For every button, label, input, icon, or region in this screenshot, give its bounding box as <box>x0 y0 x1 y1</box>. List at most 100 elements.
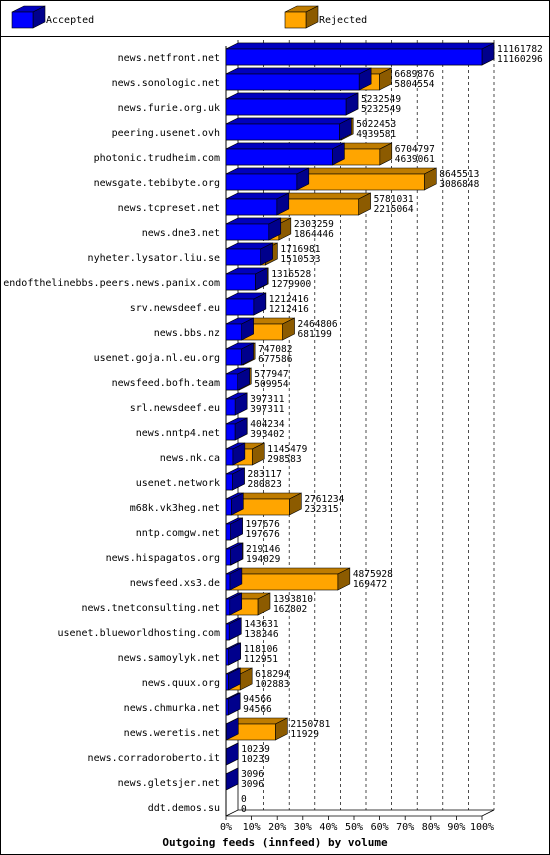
value-label-total: 2303259 <box>294 219 334 230</box>
value-label-accepted: 11160296 <box>497 54 543 65</box>
value-label-total: 0 <box>241 794 247 805</box>
plot-floor <box>225 809 495 817</box>
bar-usenet.blueworldhosting.com <box>225 617 242 641</box>
bar-accepted-front <box>225 348 242 366</box>
x-tick-label: 0% <box>220 822 232 833</box>
category-label: endofthelinebbs.peers.news.panix.com <box>3 278 220 289</box>
value-label-accepted: 1212416 <box>269 304 309 315</box>
bar-accepted-front <box>225 298 255 316</box>
category-label: news.furie.org.uk <box>118 103 220 114</box>
bar-accepted-front <box>225 623 230 641</box>
category-label: usenet.blueworldhosting.com <box>57 628 220 639</box>
value-label-total: 5232549 <box>361 94 401 105</box>
category-label: news.weretis.net <box>124 728 220 739</box>
x-tick-label: 30% <box>294 822 312 833</box>
value-label-accepted: 677586 <box>258 354 293 365</box>
bar-accepted <box>225 492 244 516</box>
value-label-accepted: 4639061 <box>395 154 435 165</box>
category-label: news.tcpreset.net <box>118 203 220 214</box>
bar-accepted <box>225 142 345 166</box>
x-tick-label: 50% <box>345 822 363 833</box>
bar-accepted <box>225 517 243 541</box>
bar-srl.newsdeef.eu <box>225 392 248 416</box>
value-label-total: 219146 <box>246 544 281 555</box>
bar-accepted <box>225 317 254 341</box>
bar-accepted-front <box>225 148 333 166</box>
category-label: usenet.network <box>136 478 220 489</box>
value-label-total: 2150781 <box>290 719 330 730</box>
bar-peering.usenet.ovh <box>225 117 354 141</box>
value-label-total: 1212416 <box>269 294 309 305</box>
value-label-total: 5022453 <box>356 119 396 130</box>
bar-accepted-top <box>225 67 372 75</box>
value-label-accepted: 298583 <box>267 454 301 465</box>
category-label: news.bbs.nz <box>154 328 220 339</box>
bar-accepted-front <box>225 223 270 241</box>
bar-accepted-top <box>225 117 352 125</box>
chart-title: Outgoing feeds (innfeed) by volume <box>162 836 388 849</box>
value-label-accepted: 2215064 <box>374 204 414 215</box>
x-tick-label: 80% <box>422 822 440 833</box>
bar-news.weretis.net <box>225 717 288 741</box>
value-label-accepted: 232315 <box>304 504 338 515</box>
category-label: news.netfront.net <box>118 53 220 64</box>
bar-endofthelinebbs.peers.news.panix.com <box>225 267 269 291</box>
category-label: news.chmurka.net <box>124 703 220 714</box>
bar-news.dne3.net <box>225 217 292 241</box>
value-label-total: 2464806 <box>298 319 338 330</box>
category-label: srv.newsdeef.eu <box>130 303 220 314</box>
value-label-accepted: 4939581 <box>356 129 396 140</box>
bar-news.furie.org.uk <box>225 92 359 116</box>
bar-accepted-front <box>225 48 483 66</box>
value-label-total: 8645513 <box>439 169 479 180</box>
bar-total-front <box>225 573 339 591</box>
bar-accepted <box>225 717 239 741</box>
bar-accepted-front <box>225 673 229 691</box>
bar-accepted <box>225 367 250 391</box>
bar-accepted <box>225 242 273 266</box>
value-label-accepted: 280823 <box>247 479 281 490</box>
bar-newsgate.tebibyte.org <box>225 167 437 191</box>
legend: Accepted Rejected <box>11 5 367 29</box>
value-label-total: 1145479 <box>267 444 307 455</box>
bar-news.corradoroberto.it <box>225 742 239 766</box>
bar-accepted-front <box>225 523 231 541</box>
bar-accepted <box>225 67 372 91</box>
bar-news.hispagatos.org <box>225 542 244 566</box>
bar-news.tcpreset.net <box>225 192 371 216</box>
x-tick-label: 20% <box>268 822 286 833</box>
value-label-total: 4875928 <box>353 569 393 580</box>
plot-area: 0% 10% 20% 30% 40% 50% 60% 70% 80% 90% 100% news.ne… <box>3 40 543 833</box>
value-label-total: 94566 <box>243 694 272 705</box>
bar-news.tnetconsulting.net <box>225 592 271 616</box>
x-tick-label: 70% <box>396 822 414 833</box>
value-label-accepted: 3086848 <box>439 179 479 190</box>
bar-m68k.vk3heg.net <box>225 492 302 516</box>
value-label-accepted: 112951 <box>244 654 279 665</box>
x-tick-label: 90% <box>447 822 465 833</box>
value-label-total: 2761234 <box>304 494 344 505</box>
bar-accepted <box>225 117 352 141</box>
bar-accepted <box>225 742 239 766</box>
bar-news.nk.ca <box>225 442 265 466</box>
value-label-total: 10239 <box>241 744 270 755</box>
category-label: news.corradoroberto.it <box>88 753 220 764</box>
bar-accepted <box>225 467 245 491</box>
value-label-accepted: 0 <box>241 804 247 815</box>
value-label-accepted: 10239 <box>241 754 270 765</box>
bar-photonic.trudheim.com <box>225 142 393 166</box>
value-label-accepted: 94566 <box>243 704 272 715</box>
value-label-total: 3096 <box>241 769 264 780</box>
value-label-total: 143631 <box>244 619 279 630</box>
value-label-accepted: 397311 <box>250 404 285 415</box>
value-label-accepted: 393402 <box>250 429 284 440</box>
bar-news.gletsjer.net <box>225 767 239 791</box>
value-label-total: 1393810 <box>273 594 313 605</box>
bar-accepted-front <box>225 198 278 216</box>
bar-nyheter.lysator.liu.se <box>225 242 278 266</box>
bar-accepted-front <box>225 698 229 716</box>
value-label-total: 6704797 <box>395 144 435 155</box>
bar-usenet.goja.nl.eu.org <box>225 342 256 366</box>
category-label: news.gletsjer.net <box>118 778 220 789</box>
bar-accepted-front <box>225 373 238 391</box>
